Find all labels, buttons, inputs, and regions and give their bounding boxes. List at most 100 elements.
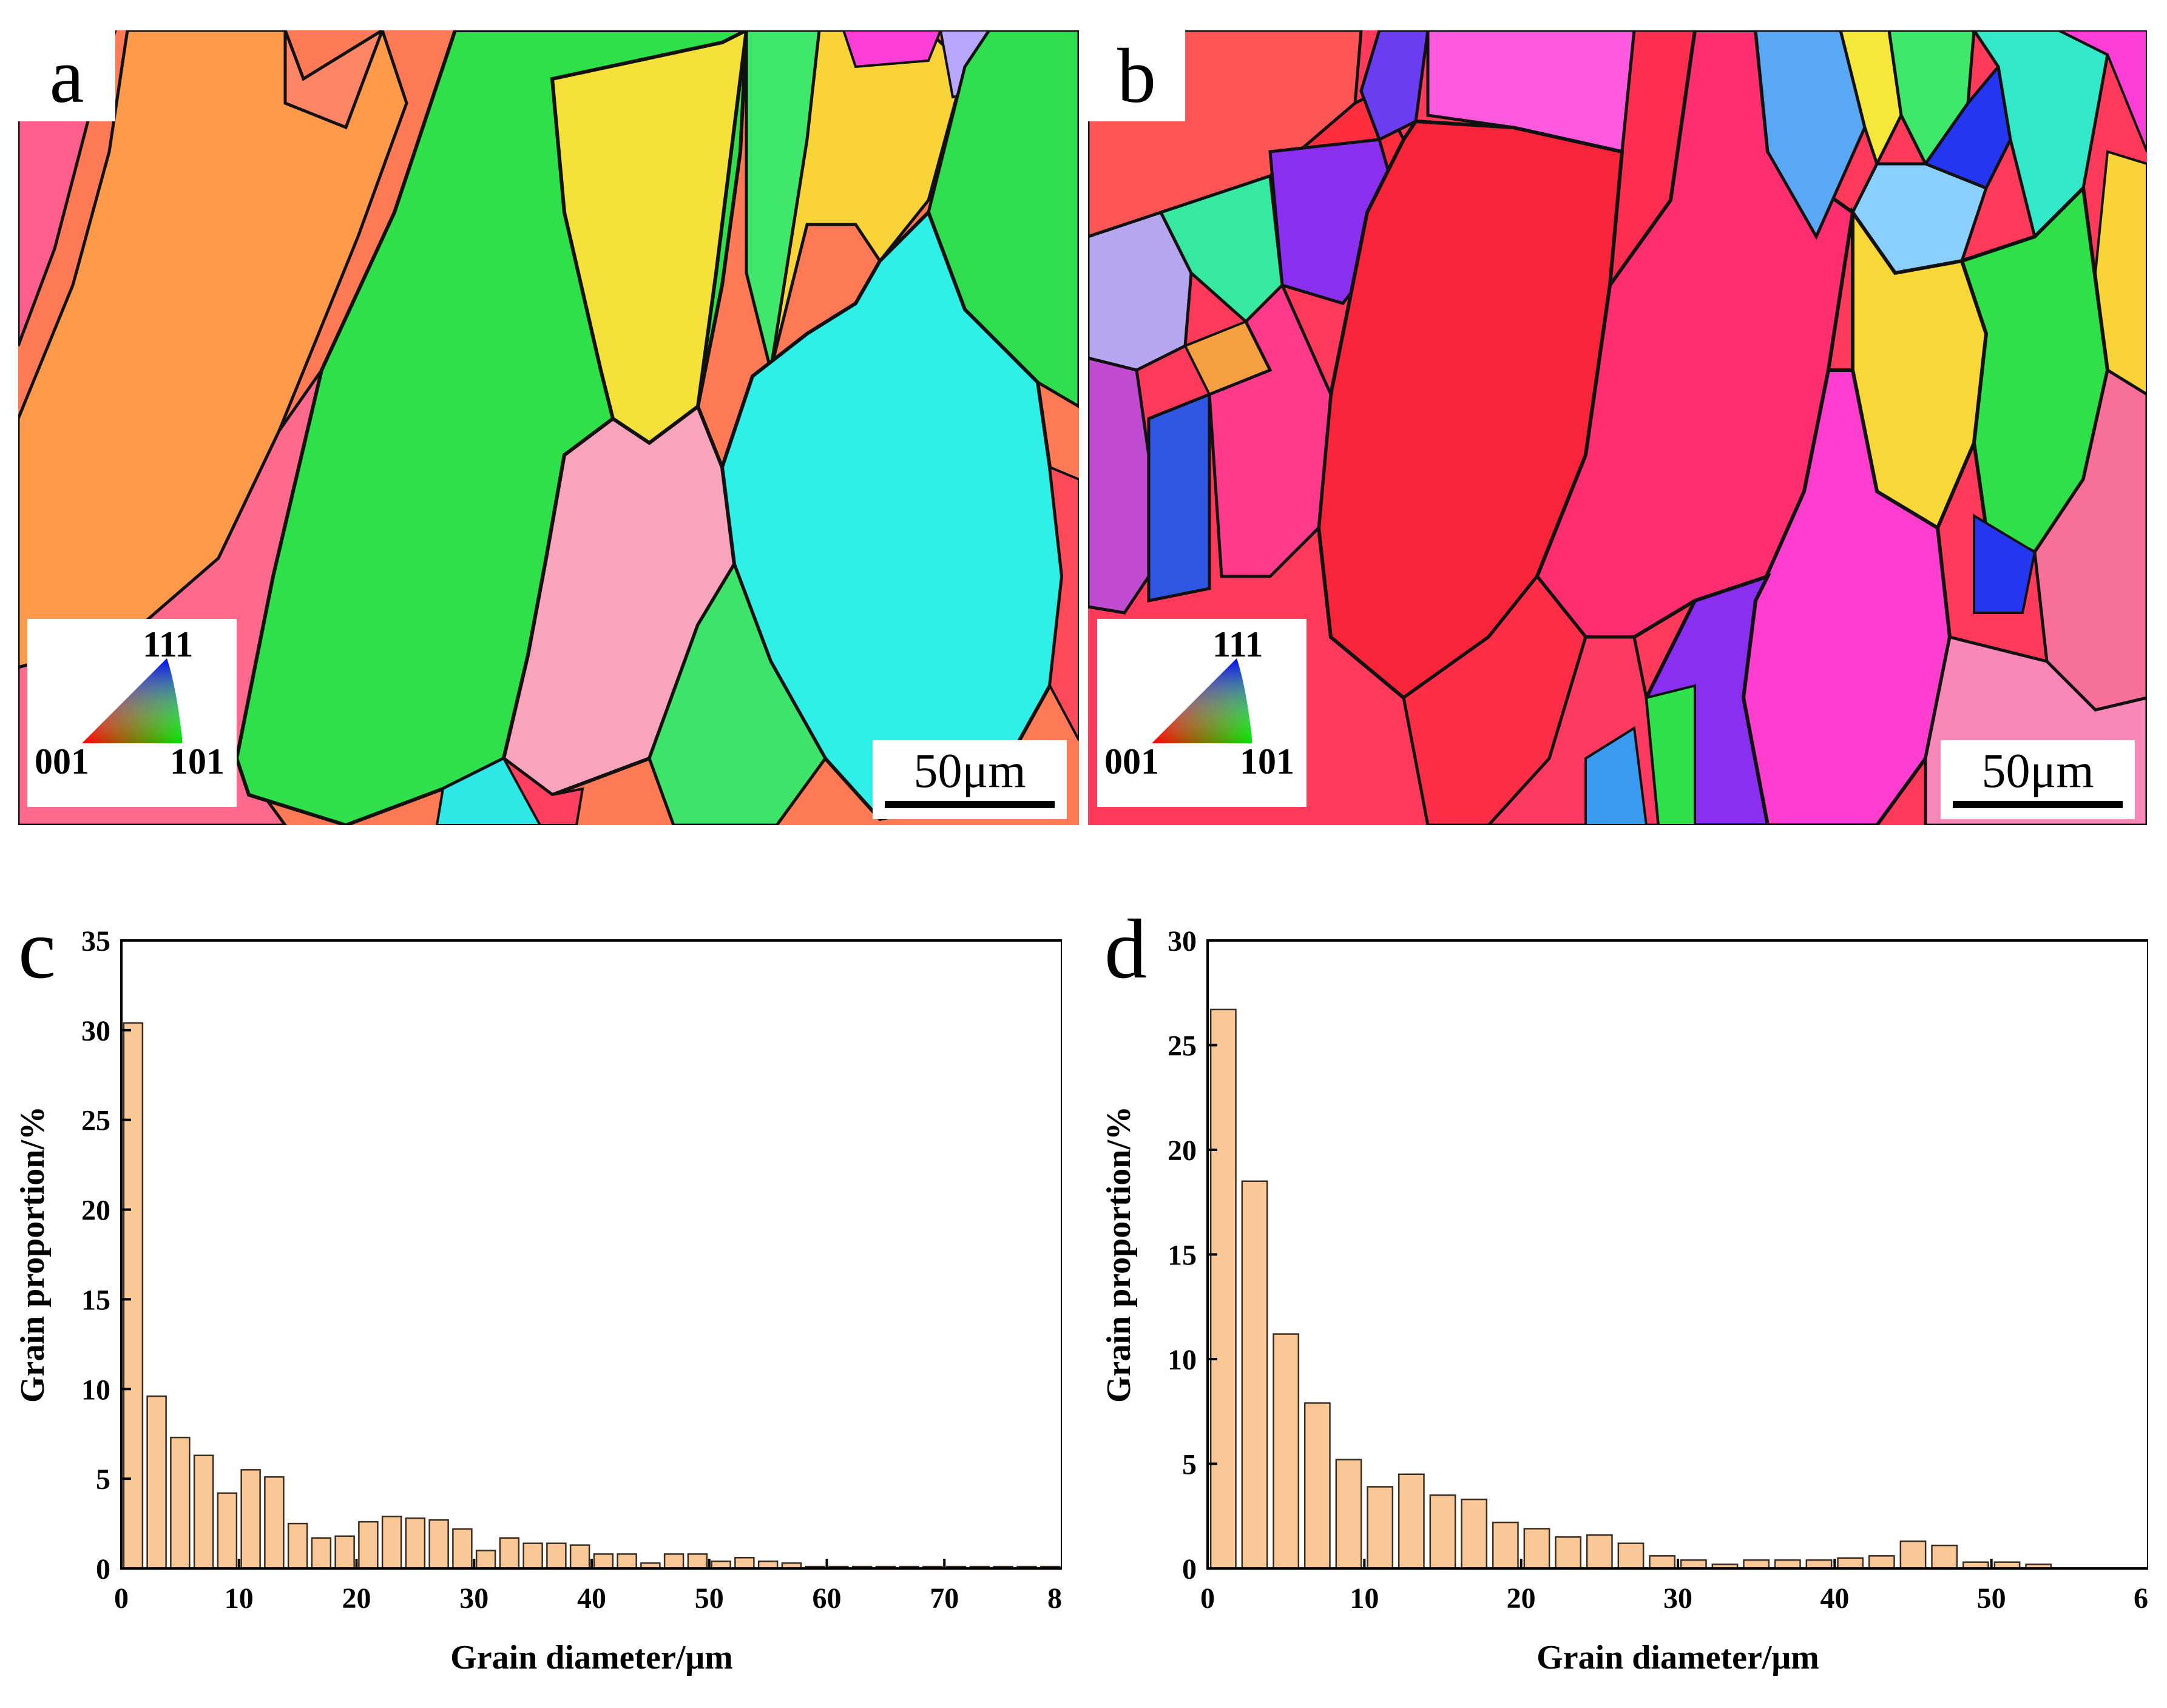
histogram-bar [1367,1486,1394,1570]
panel-b-label-box: b [1088,30,1185,121]
ebsd-map-a: a 111 001 101 50μm [18,30,1079,825]
x-tick-label: 50 [1977,1582,2006,1615]
x-tick-label: 80 [1047,1582,1062,1615]
plot-frame [120,939,1062,1570]
histogram-bar [617,1553,637,1570]
histogram-bar [1492,1521,1519,1570]
panel-a-label-box: a [18,30,115,121]
histogram-bar [264,1476,285,1570]
scale-bar-a: 50μm [873,740,1067,819]
x-tick-label: 40 [1820,1582,1849,1615]
scale-bar-label-b: 50μm [1981,744,2094,798]
y-tick-label: 0 [96,1553,110,1585]
histogram-bar [311,1537,332,1570]
y-axis-label: Grain proportion/% [1100,1106,1138,1403]
histogram-bar [405,1517,426,1570]
histogram-bar [381,1515,402,1570]
legend-101-label-a: 101 [170,741,225,781]
histogram-bar [1209,1008,1237,1570]
histogram-bar [1273,1333,1300,1570]
histogram-bar [1523,1528,1550,1570]
y-tick-label: 25 [1168,1030,1197,1062]
histogram-bar [452,1528,473,1570]
panel-d-label: d [1104,902,1147,996]
histogram-bar [663,1553,685,1570]
histogram-bar [1743,1559,1770,1570]
y-tick-label: 15 [1168,1240,1197,1272]
histogram-bar [217,1492,238,1570]
histogram-bar [358,1521,379,1570]
histogram-bar [1303,1402,1331,1570]
x-axis-label: Grain diameter/μm [1537,1639,1819,1676]
chart-d-panel: 0 10 20 30 40 50 60 0 5 10 15 20 25 30 Grain diameter/… [1092,904,2148,1705]
chart-c-panel: 0 10 20 30 40 50 60 70 80 0 5 10 15 20 25 30 35 Grain dia… [6,904,1062,1705]
x-tick-label: 60 [2134,1582,2148,1615]
histogram-bar [1649,1555,1676,1570]
scale-bar-label-a: 50μm [913,744,1026,798]
x-tick-label: 0 [1200,1582,1215,1615]
panel-c-label: c [18,902,56,996]
x-tick-label: 70 [930,1582,959,1615]
ebsd-grain-map-a [18,30,1079,825]
scale-bar-line-b [1953,801,2123,808]
histogram-bar [475,1550,496,1570]
x-tick-label: 20 [342,1582,371,1615]
histogram-bar [1555,1536,1582,1570]
ipf-triangle-a [82,658,182,743]
ebsd-map-b: b 111 001 101 50μm [1088,30,2147,825]
panel-b-label: b [1117,33,1156,119]
histogram-bar [193,1454,214,1570]
legend-111-label-a: 111 [143,624,194,664]
x-tick-label: 10 [225,1582,254,1615]
x-tick-label: 20 [1507,1582,1536,1615]
x-axis-label: Grain diameter/μm [450,1639,733,1676]
ipf-legend-b: 111 001 101 [1097,619,1307,807]
y-axis-label: Grain proportion/% [14,1106,52,1403]
histogram-bar [1868,1555,1895,1570]
y-tick-label: 30 [81,1015,110,1047]
histogram-bar [428,1519,449,1570]
histogram-bar [1586,1534,1613,1570]
histogram-bar [593,1553,614,1570]
y-tick-label: 5 [96,1463,110,1496]
x-tick-label: 30 [1663,1582,1692,1615]
y-tick-label: 20 [1168,1135,1197,1167]
y-tick-label: 0 [1182,1553,1197,1585]
grain-size-histogram-d: 0 10 20 30 40 50 60 0 5 10 15 20 25 30 Grain diameter/… [1100,925,2148,1676]
histogram-bar [1398,1473,1425,1570]
panel-a-label: a [49,33,84,119]
x-tick-label: 30 [459,1582,489,1615]
legend-101-label-b: 101 [1240,741,1294,781]
legend-001-label-b: 001 [1104,741,1159,781]
legend-111-label-b: 111 [1212,624,1263,664]
histogram-bar [1899,1540,1927,1570]
histogram-bar [1429,1494,1456,1570]
scale-bar-line-a [885,801,1055,808]
histogram-bar [499,1537,520,1570]
x-tick-label: 50 [695,1582,724,1615]
histogram-bar [1774,1559,1801,1570]
histogram-bar [1680,1559,1707,1570]
histogram-bar [734,1557,755,1570]
histogram-bar [146,1395,167,1570]
histogram-bar [1837,1557,1864,1570]
histogram-bar [334,1535,355,1570]
histogram-bar [170,1436,191,1570]
y-tick-label: 15 [81,1284,110,1316]
histogram-bar [123,1022,144,1570]
histogram-bar [546,1542,567,1570]
grain-size-histogram-c: 0 10 20 30 40 50 60 70 80 0 5 10 15 20 25 30 35 Grain dia… [14,925,1062,1676]
histogram-bar [522,1542,543,1570]
x-tick-label: 10 [1350,1582,1379,1615]
y-tick-label: 10 [81,1374,110,1406]
y-tick-label: 35 [81,925,110,957]
histogram-bar [1931,1544,1958,1570]
histogram-bar [687,1553,708,1570]
ipf-triangle-b [1152,658,1252,743]
y-tick-label: 10 [1168,1344,1197,1376]
y-tick-label: 20 [81,1195,110,1227]
histogram-bar [1241,1180,1268,1570]
ipf-legend-a: 111 001 101 [27,619,237,807]
histogram-bar [240,1469,261,1570]
histogram-bar [1805,1559,1833,1570]
